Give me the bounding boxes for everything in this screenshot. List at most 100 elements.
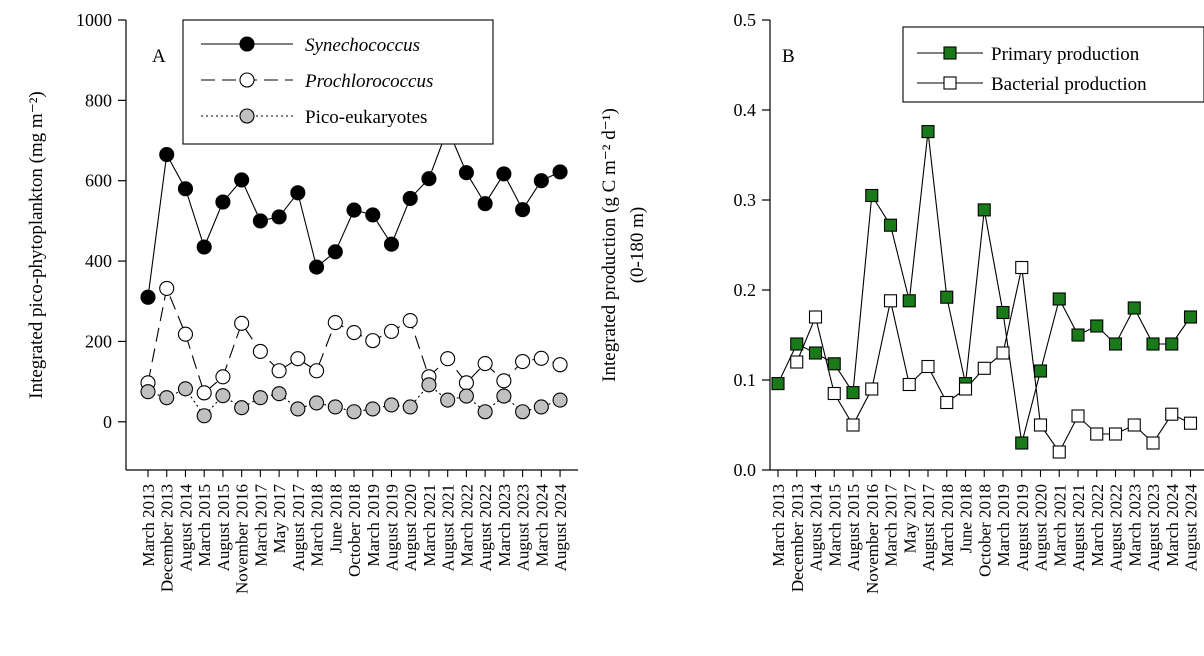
data-point	[1071, 409, 1085, 423]
data-point	[1052, 445, 1066, 459]
data-point	[290, 185, 306, 201]
x-tick-label: June 2018	[326, 484, 345, 553]
data-point	[515, 353, 531, 370]
data-point	[921, 359, 935, 374]
data-point	[1071, 328, 1085, 342]
x-tick-label: August 2022	[476, 484, 495, 571]
y-axis-label: Integrated pico-phytoplankton (mg m⁻²)	[26, 91, 47, 399]
x-tick-label: August 2020	[401, 484, 420, 571]
x-tick-label: August 2014	[807, 484, 826, 572]
legend-marker	[239, 36, 255, 52]
data-point	[477, 355, 493, 372]
data-point	[1165, 407, 1179, 421]
series-line	[796, 267, 1191, 454]
data-point	[902, 294, 916, 308]
data-point	[159, 280, 175, 296]
y-axis-label-secondary: (0-180 m)	[627, 207, 648, 284]
data-point	[327, 399, 343, 415]
data-point	[290, 351, 306, 367]
x-tick-label: November 2016	[233, 484, 252, 594]
x-tick-label: October 2018	[345, 484, 364, 577]
legend-box	[902, 26, 1204, 103]
data-point	[271, 386, 287, 402]
data-point	[271, 363, 287, 379]
data-point	[309, 259, 325, 275]
data-point	[159, 390, 175, 406]
x-tick-label: August 2019	[382, 484, 401, 571]
x-tick-label: March 2013	[769, 484, 788, 567]
data-point	[271, 209, 287, 225]
legend-label: Prochlorococcus	[304, 71, 433, 92]
data-point	[996, 346, 1010, 360]
data-point	[477, 404, 493, 420]
data-point	[1165, 337, 1179, 351]
series-pico-eukaryotes	[140, 377, 568, 424]
data-series	[771, 125, 1198, 459]
panel-b-chart: 0.0 0.1 0.2 0.3 0.4 0.5 March 2013 December 201…	[599, 10, 1204, 594]
data-point	[402, 399, 418, 415]
x-tick-label: November 2016	[863, 484, 882, 594]
data-point	[827, 357, 841, 371]
x-tick-label: August 2017	[289, 484, 308, 572]
data-point	[215, 194, 231, 210]
data-point	[1146, 436, 1160, 450]
data-point	[790, 337, 804, 351]
series-primary-production	[771, 125, 1198, 450]
y-tick-label: 0.3	[734, 190, 757, 210]
data-point	[996, 305, 1010, 320]
data-point	[977, 203, 991, 217]
data-point	[1033, 364, 1048, 378]
panel-label: B	[782, 46, 795, 67]
x-tick-label: March 2023	[495, 484, 514, 567]
data-point	[477, 196, 493, 212]
panel-label: A	[152, 46, 166, 67]
data-point	[1127, 301, 1141, 315]
x-tick-label: December 2013	[788, 484, 807, 592]
series-prochlorococcus	[140, 280, 568, 401]
data-point	[921, 125, 935, 139]
data-point	[327, 244, 343, 260]
legend-marker	[943, 46, 957, 60]
y-tick-label: 0.0	[734, 460, 757, 480]
data-point	[346, 325, 362, 341]
x-tick-label: March 2015	[825, 484, 844, 567]
data-point	[365, 207, 381, 223]
data-point	[827, 386, 841, 401]
y-tick-label: 800	[85, 90, 112, 110]
data-point	[365, 333, 381, 349]
data-point	[552, 164, 568, 180]
data-point	[177, 381, 194, 397]
data-point	[940, 290, 954, 304]
y-tick-label: 0	[103, 412, 112, 432]
data-point	[309, 395, 325, 411]
x-tick-label: August 2023	[514, 484, 533, 571]
y-tick-label: 0.2	[734, 280, 757, 300]
series-synechococcus	[140, 120, 568, 305]
x-tick-label: June 2018	[957, 484, 976, 553]
x-tick-label: August 2021	[439, 484, 458, 571]
data-point	[958, 382, 973, 396]
x-tick-label: May 2017	[270, 484, 289, 554]
data-point	[515, 404, 531, 420]
data-point	[1183, 416, 1198, 430]
data-point	[1052, 292, 1066, 306]
data-point	[1090, 319, 1104, 333]
data-point	[234, 315, 250, 331]
legend-marker	[943, 76, 957, 90]
x-tick-label: March 2017	[882, 484, 901, 567]
y-tick-label: 400	[85, 251, 112, 271]
data-point	[846, 418, 860, 432]
x-tick-label: March 2018	[938, 484, 957, 567]
data-point	[402, 312, 418, 329]
data-point	[440, 392, 456, 408]
x-tick-label: August 2019	[1013, 484, 1032, 571]
data-point	[215, 388, 231, 404]
data-point	[196, 385, 212, 401]
data-point	[159, 147, 175, 163]
x-tick-label: August 2020	[1032, 484, 1051, 571]
x-tick-label: August 2022	[1107, 484, 1126, 571]
x-tick-label: March 2024	[532, 484, 551, 567]
legend-box	[182, 19, 494, 145]
x-tick-label: May 2017	[900, 484, 919, 554]
data-point	[1108, 427, 1123, 441]
